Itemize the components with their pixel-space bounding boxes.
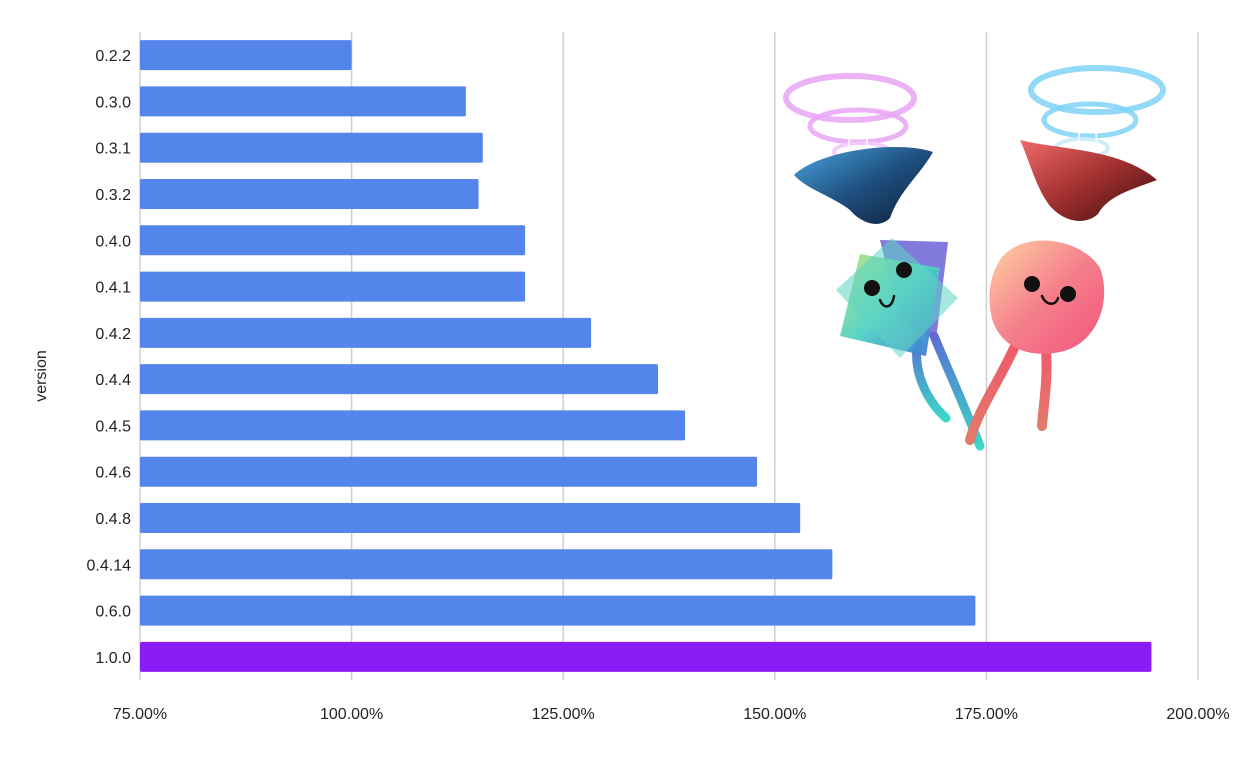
bar-0.4.5 [140,410,686,441]
bar-0.3.1 [140,132,483,163]
x-tick-label: 100.00% [320,706,383,723]
bar-0.4.14 [140,549,833,580]
category-label: 0.3.0 [95,94,131,111]
bar-0.4.6 [140,456,758,487]
category-label: 0.2.2 [95,48,131,65]
kawaii-mascots-illustration [783,65,1166,451]
floating-cup-icon [1020,140,1157,221]
bar-0.3.0 [140,86,466,117]
category-label: 1.0.0 [95,650,131,667]
bar-0.3.2 [140,179,479,209]
x-tick-label: 150.00% [743,706,806,723]
blob-mascot-icon [989,240,1105,354]
bar-0.4.0 [140,225,526,256]
x-tick-label: 125.00% [532,706,595,723]
square-mascot-icon [836,238,958,358]
category-label: 0.4.8 [95,511,131,528]
bars [140,40,1152,672]
x-tick-label: 75.00% [113,706,167,723]
x-tick-label: 200.00% [1166,706,1229,723]
category-label: 0.4.5 [95,418,131,435]
category-label: 0.4.1 [95,280,131,297]
category-label: 0.3.1 [95,141,131,158]
category-labels: 0.2.2 0.3.0 0.3.1 0.3.2 0.4.0 0.4.1 0.4.2 0.4.4… [87,48,132,667]
gridlines [139,32,1199,680]
bar-0.4.2 [140,317,592,348]
category-label: 0.3.2 [95,187,131,204]
bar-0.4.1 [140,271,526,302]
bar-0.6.0 [140,595,976,626]
category-label: 0.4.14 [87,557,132,574]
bar-0.4.4 [140,364,658,395]
x-tick-label: 175.00% [955,706,1018,723]
category-label: 0.4.4 [95,372,131,389]
category-label: 0.4.6 [95,465,131,482]
category-label: 0.6.0 [95,604,131,621]
x-tick-labels: 75.00% 100.00% 125.00% 150.00% 175.00% 200.00… [113,706,1230,723]
category-label: 0.4.2 [95,326,131,343]
bar-1.0.0 [140,641,1152,672]
bar-0.2.2 [140,40,352,71]
floating-cup-icon [794,146,933,224]
category-label: 0.4.0 [95,233,131,250]
bar-0.4.8 [140,503,801,533]
y-axis-title: version [33,350,50,402]
